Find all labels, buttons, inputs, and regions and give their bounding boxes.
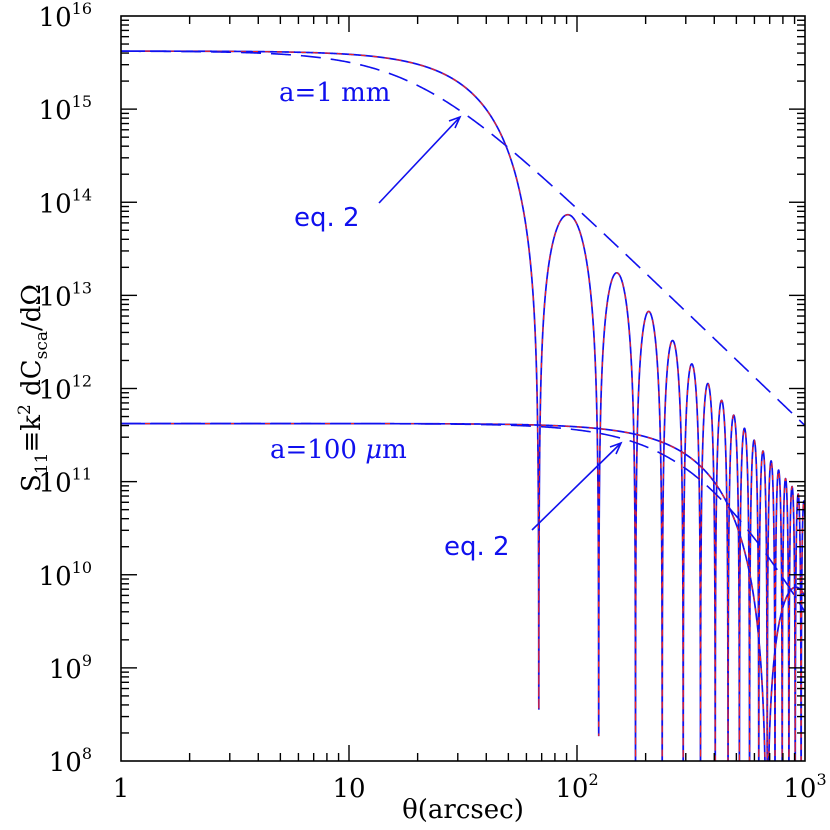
label-eq2-upper: eq. 2 bbox=[294, 203, 360, 233]
y-tick-label: 1012 bbox=[39, 372, 92, 406]
y-tick-label: 1016 bbox=[39, 0, 92, 33]
y-tick-label: 1013 bbox=[39, 278, 92, 312]
x-tick-label: 1 bbox=[113, 774, 130, 804]
series-line-solid-red-0 bbox=[121, 50, 805, 761]
label-a-100um: a=100 μm bbox=[270, 435, 407, 465]
x-tick-label: 102 bbox=[555, 770, 598, 804]
y-tick-label: 1011 bbox=[39, 465, 92, 499]
arrow-eq2-upper bbox=[378, 115, 462, 204]
y-tick-label: 109 bbox=[49, 651, 92, 685]
x-tick-label: 103 bbox=[783, 770, 826, 804]
label-a-1mm: a=1 mm bbox=[279, 78, 390, 108]
arrow-eq2-lower bbox=[531, 441, 623, 531]
tick-marks bbox=[121, 16, 805, 761]
label-eq2-lower: eq. 2 bbox=[444, 532, 510, 562]
label-a-100um-prefix: a=100 bbox=[270, 435, 365, 465]
x-axis-title: θ(arcsec) bbox=[402, 795, 524, 825]
series-line-dashed-1 bbox=[121, 50, 805, 427]
y-tick-label: 108 bbox=[49, 744, 92, 778]
y-tick-label: 1015 bbox=[39, 92, 92, 126]
series-line-dashed-3 bbox=[121, 422, 805, 613]
y-axis-title: S11≡k2 dCsca/dΩ bbox=[15, 284, 52, 492]
plot-frame bbox=[120, 15, 806, 762]
label-a-100um-mu: μ bbox=[365, 435, 382, 465]
series-line-solid-red-2 bbox=[121, 422, 805, 761]
x-tick-label: 10 bbox=[332, 774, 365, 804]
curves-layer bbox=[121, 50, 805, 761]
tick-labels: 1 10 102 103 108 109 1010 1011 1012 1013 1014 1015 1… bbox=[39, 0, 827, 804]
y-tick-label: 1010 bbox=[39, 558, 92, 592]
label-a-100um-suffix: m bbox=[382, 435, 407, 465]
y-tick-label: 1014 bbox=[39, 185, 92, 219]
series-line-solid-blue-0 bbox=[121, 50, 805, 761]
